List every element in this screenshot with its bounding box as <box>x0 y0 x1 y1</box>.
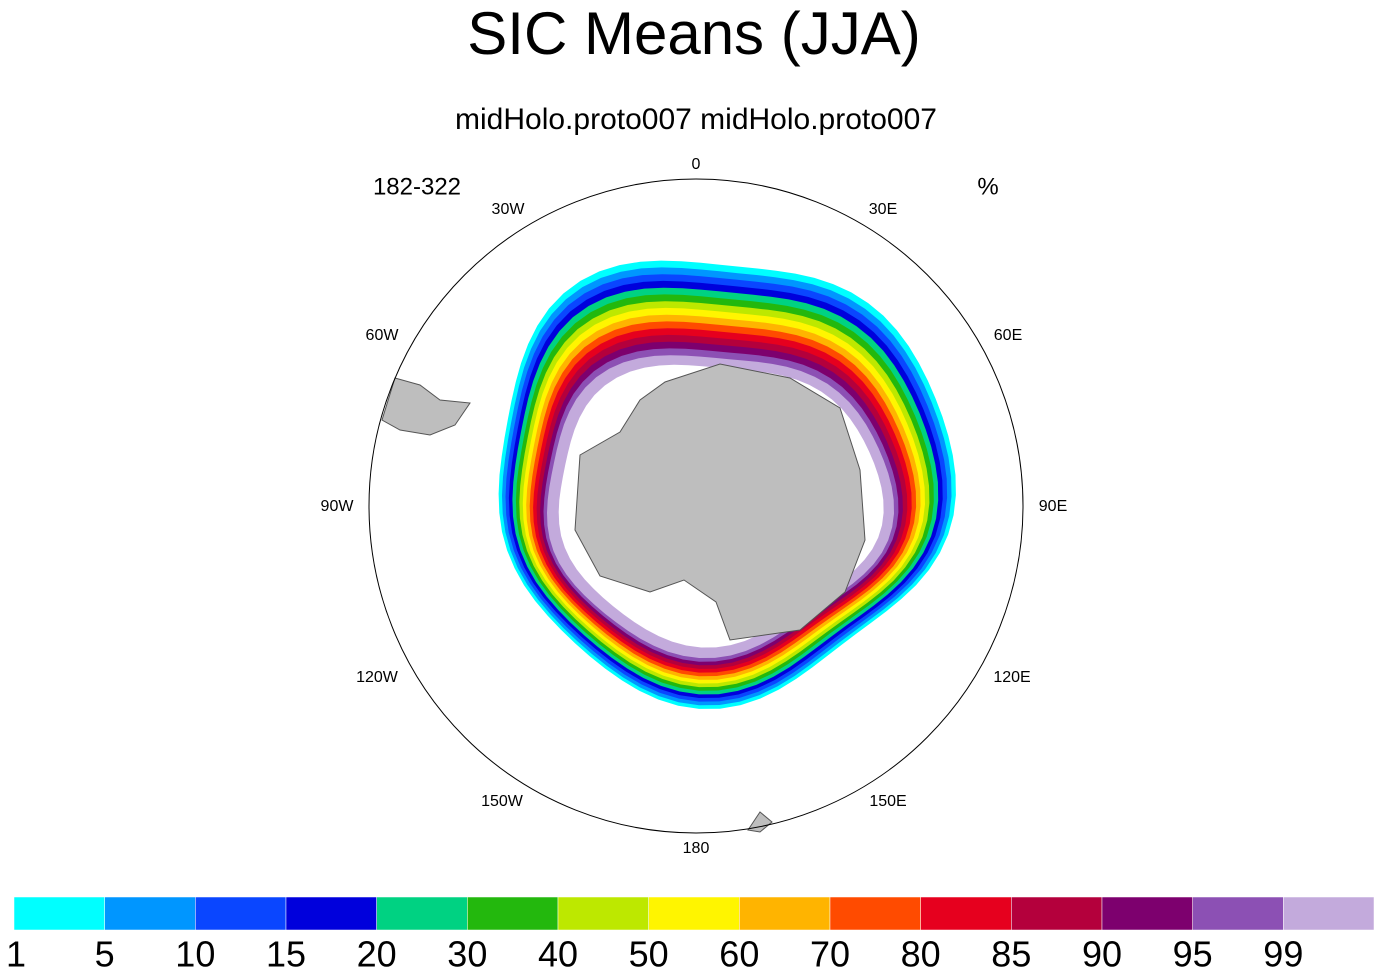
colorbar-label: 50 <box>629 934 669 975</box>
longitude-label: 60E <box>994 327 1022 344</box>
colorbar-label: 5 <box>95 934 115 975</box>
colorbar-label: 70 <box>810 934 850 975</box>
time-range: 182-322 <box>373 173 461 200</box>
longitude-label: 30W <box>492 201 526 218</box>
colorbar-box <box>1192 896 1284 931</box>
colorbar-box <box>1011 896 1103 931</box>
colorbar-label: 80 <box>901 934 941 975</box>
colorbar-box <box>195 896 287 931</box>
colorbar-label: 10 <box>175 934 215 975</box>
new-zealand <box>747 811 773 833</box>
colorbar-label: 15 <box>266 934 306 975</box>
colorbar-label: 20 <box>357 934 397 975</box>
colorbar-label: 90 <box>1082 934 1122 975</box>
longitude-label: 30E <box>869 201 897 218</box>
colorbar-box <box>557 896 649 931</box>
colorbar-box <box>104 896 196 931</box>
colorbar-box <box>829 896 921 931</box>
longitude-label: 0 <box>692 156 701 173</box>
longitude-label: 180 <box>683 840 710 857</box>
colorbar-label: 95 <box>1173 934 1213 975</box>
map-boundary <box>368 178 1024 834</box>
longitude-label: 90W <box>321 498 355 515</box>
colorbar-box <box>376 896 468 931</box>
south-america <box>381 377 471 436</box>
title: SIC Means (JJA) <box>467 0 920 67</box>
colorbar-box <box>648 896 740 931</box>
colorbar-box <box>1101 896 1193 931</box>
colorbar-box <box>467 896 559 931</box>
colorbar-label: 99 <box>1263 934 1303 975</box>
longitude-label: 150E <box>869 793 906 810</box>
antarctica <box>574 363 866 641</box>
units: % <box>977 173 998 200</box>
colorbar-label: 40 <box>538 934 578 975</box>
map <box>381 260 956 833</box>
colorbar-label: 60 <box>719 934 759 975</box>
subtitle: midHolo.proto007 midHolo.proto007 <box>455 103 937 136</box>
longitude-label: 150W <box>481 793 524 810</box>
colorbar-label: 30 <box>447 934 487 975</box>
colorbar-box <box>739 896 831 931</box>
colorbar-box <box>920 896 1012 931</box>
colorbar-label: 85 <box>991 934 1031 975</box>
colorbar-box <box>13 896 105 931</box>
longitude-label: 60W <box>366 327 400 344</box>
colorbar-box <box>285 896 377 931</box>
longitude-label: 120W <box>356 669 399 686</box>
colorbar-box <box>1283 896 1375 931</box>
longitude-label: 120E <box>993 669 1030 686</box>
colorbar-label: 1 <box>6 934 26 975</box>
longitude-label: 90E <box>1039 498 1067 515</box>
